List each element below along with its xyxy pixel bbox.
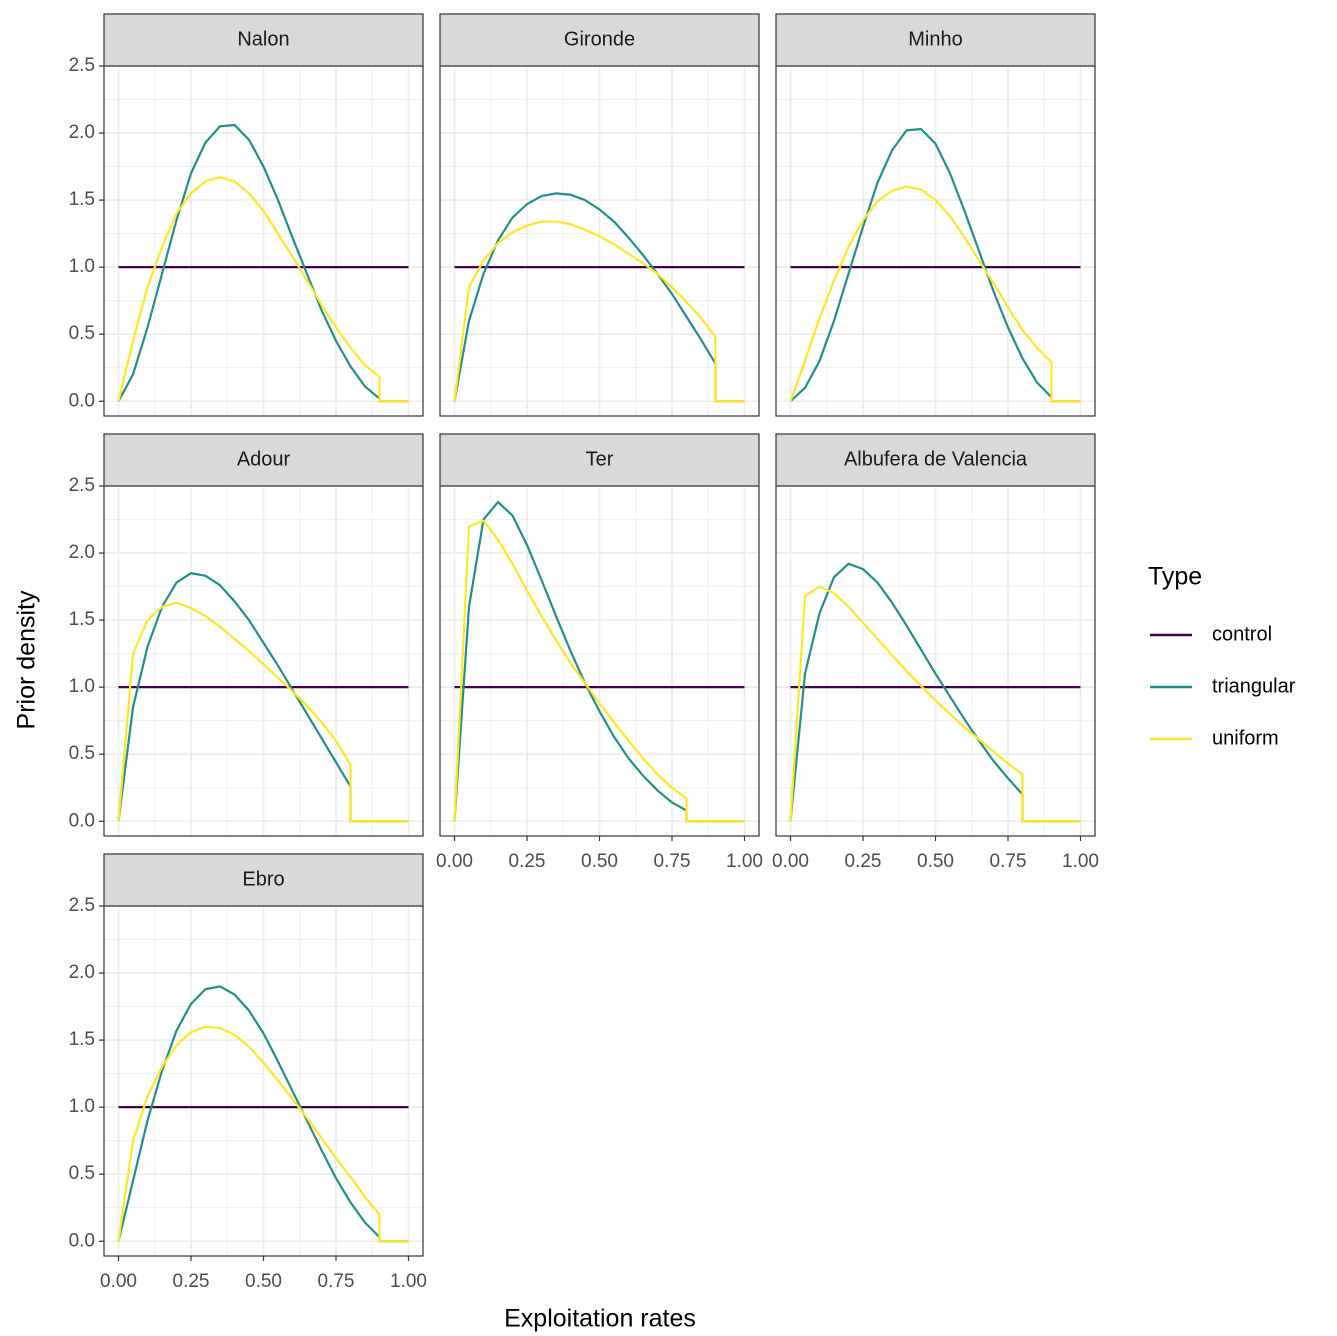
panel-title: Ebro xyxy=(242,868,284,890)
x-tick-label: 0.25 xyxy=(845,851,882,872)
legend-title: Type xyxy=(1148,563,1202,591)
x-tick-label: 0.25 xyxy=(509,851,546,872)
series-line xyxy=(789,185,1081,403)
y-tick-label: 2.5 xyxy=(69,895,95,916)
strip xyxy=(775,13,1096,67)
series-line xyxy=(117,176,409,403)
series-line xyxy=(453,192,745,403)
y-tick-label: 1.0 xyxy=(69,1096,95,1117)
x-tick-label: 1.00 xyxy=(726,851,763,872)
y-tick-label: 1.0 xyxy=(69,676,95,697)
panel-title: Adour xyxy=(237,448,291,470)
x-tick-label: 0.50 xyxy=(245,1271,282,1292)
legend-label: triangular xyxy=(1212,675,1296,697)
series-line xyxy=(117,1025,409,1243)
y-tick-label: 0.0 xyxy=(69,1230,95,1251)
panel-border xyxy=(439,65,760,417)
panel-border xyxy=(775,485,1096,837)
y-axis-title: Prior density xyxy=(13,590,41,729)
panel-title: Minho xyxy=(908,28,962,50)
series-line xyxy=(453,519,745,823)
series-line xyxy=(117,985,409,1243)
series-line xyxy=(453,220,745,403)
panel-title: Gironde xyxy=(564,28,635,50)
panel-title: Ter xyxy=(586,448,614,470)
series-line xyxy=(789,562,1081,823)
x-tick-label: 0.75 xyxy=(318,1271,355,1292)
x-axis-title: Exploitation rates xyxy=(504,1305,696,1333)
panel-border xyxy=(439,485,760,837)
x-tick-label: 0.75 xyxy=(990,851,1027,872)
x-tick-label: 1.00 xyxy=(1062,851,1099,872)
x-tick-label: 0.25 xyxy=(173,1271,210,1292)
y-tick-label: 2.5 xyxy=(69,475,95,496)
legend-label: control xyxy=(1212,623,1272,645)
y-tick-label: 0.0 xyxy=(69,390,95,411)
strip xyxy=(775,433,1096,487)
x-tick-label: 0.75 xyxy=(654,851,691,872)
x-tick-label: 0.00 xyxy=(436,851,473,872)
panel-title: Albufera de Valencia xyxy=(844,448,1028,470)
y-tick-label: 2.5 xyxy=(69,55,95,76)
series-line xyxy=(117,123,409,403)
x-tick-label: 0.50 xyxy=(917,851,954,872)
y-tick-label: 2.0 xyxy=(69,122,95,143)
strip xyxy=(103,433,424,487)
y-tick-label: 1.5 xyxy=(69,1029,95,1050)
y-tick-label: 2.0 xyxy=(69,542,95,563)
series-line xyxy=(789,127,1081,403)
panel-title: Nalon xyxy=(237,28,289,50)
y-tick-label: 2.0 xyxy=(69,962,95,983)
y-tick-label: 1.5 xyxy=(69,189,95,210)
strip xyxy=(103,853,424,907)
x-tick-label: 0.00 xyxy=(772,851,809,872)
strip xyxy=(103,13,424,67)
y-tick-label: 1.0 xyxy=(69,256,95,277)
panel-border xyxy=(775,65,1096,417)
x-tick-label: 0.00 xyxy=(100,1271,137,1292)
x-tick-label: 0.50 xyxy=(581,851,618,872)
y-tick-label: 1.5 xyxy=(69,609,95,630)
panel-border xyxy=(103,485,424,837)
y-tick-label: 0.5 xyxy=(69,743,95,764)
y-tick-label: 0.5 xyxy=(69,1163,95,1184)
x-tick-label: 1.00 xyxy=(390,1271,427,1292)
strip xyxy=(439,433,760,487)
panel-border xyxy=(103,905,424,1257)
series-line xyxy=(789,585,1081,823)
y-tick-label: 0.0 xyxy=(69,810,95,831)
panel-border xyxy=(103,65,424,417)
y-tick-label: 0.5 xyxy=(69,323,95,344)
series-line xyxy=(117,601,409,823)
legend-label: uniform xyxy=(1212,727,1279,749)
